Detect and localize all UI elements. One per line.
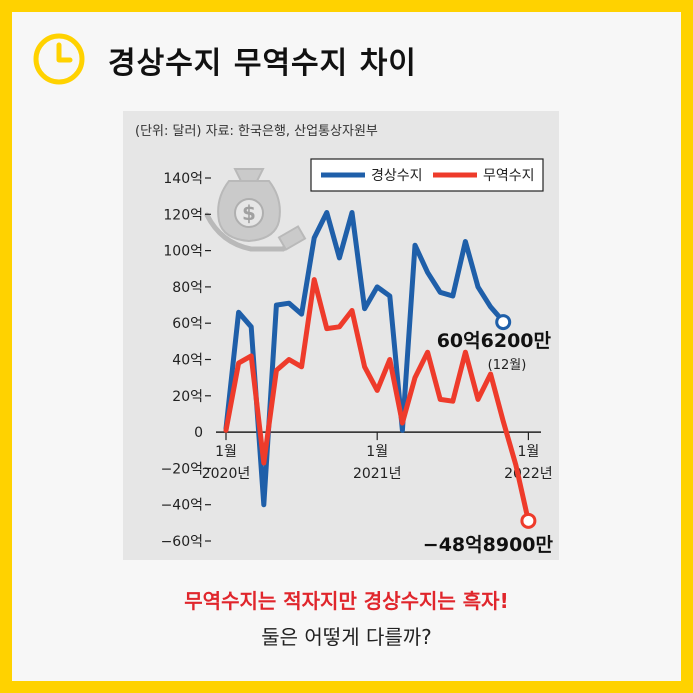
caption-headline: 무역수지는 적자지만 경상수지는 흑자! (184, 589, 509, 613)
data-point (477, 286, 479, 288)
y-tick-label: 60억 (172, 316, 203, 332)
data-point (401, 422, 403, 424)
data-point (263, 504, 265, 506)
data-point (338, 326, 340, 328)
data-point (351, 309, 353, 311)
series-layer (223, 210, 537, 529)
y-tick-label: 100억 (163, 244, 203, 260)
data-point (238, 362, 240, 364)
svg-text:$: $ (242, 201, 256, 225)
data-point (439, 398, 441, 400)
data-point (490, 306, 492, 308)
y-tick-label: 80억 (172, 280, 203, 296)
data-point (427, 351, 429, 353)
data-point (414, 377, 416, 379)
data-point (490, 373, 492, 375)
data-point (477, 398, 479, 400)
data-point (275, 369, 277, 371)
money-hand-icon: $ (204, 168, 307, 252)
data-point (338, 257, 340, 259)
annotation-sublabel: (12월) (488, 358, 527, 373)
data-point (376, 286, 378, 288)
y-tick-label: 0 (194, 425, 203, 441)
y-tick-label: −40억 (161, 498, 203, 514)
data-point (452, 400, 454, 402)
legend-label: 경상수지 (371, 168, 423, 184)
chart-note: (단위: 달러) 자료: 한국은행, 산업통상자원부 (135, 123, 378, 139)
data-point (439, 291, 441, 293)
legend-label: 무역수지 (483, 168, 535, 184)
data-point (389, 359, 391, 360)
y-tick-label: −60억 (161, 534, 203, 550)
y-tick-label: 120억 (163, 207, 203, 223)
caption-question: 둘은 어떻게 다를까? (261, 625, 432, 649)
data-point (427, 271, 429, 273)
data-point (376, 389, 378, 391)
data-point (364, 308, 366, 310)
data-point (452, 295, 454, 297)
data-point (389, 295, 391, 297)
x-tick-label: 1월 (366, 444, 388, 460)
y-tick-label: 140억 (163, 171, 203, 187)
x-tick-label: 2022년 (504, 466, 553, 482)
x-tick-label: 1월 (215, 444, 237, 460)
end-marker (520, 512, 537, 529)
chart-legend: 경상수지 무역수지 (310, 158, 544, 192)
data-point (275, 304, 277, 306)
data-point (225, 429, 227, 431)
data-point (250, 326, 252, 328)
x-tick-label: 1월 (518, 444, 540, 460)
data-point (301, 313, 303, 315)
data-point (313, 279, 315, 281)
data-point (414, 244, 416, 246)
data-point (301, 366, 303, 368)
y-tick-label: −20억 (161, 461, 203, 477)
data-point (502, 420, 504, 422)
annotation-label: −48억8900만 (423, 534, 554, 556)
data-point (464, 351, 466, 353)
data-point (326, 211, 328, 213)
annotation-label: 60억6200만 (437, 330, 552, 352)
page-title: 경상수지 무역수지 차이 (108, 46, 417, 81)
data-point (364, 366, 366, 368)
data-point (288, 359, 290, 360)
annotation-layer: 60억6200만 (12월) −48억8900만 (423, 330, 554, 556)
data-point (238, 311, 240, 313)
data-point (351, 211, 353, 213)
y-tick-label: 40억 (172, 353, 203, 369)
data-point (288, 302, 290, 304)
end-marker (495, 314, 512, 331)
x-tick-label: 2020년 (202, 466, 251, 482)
data-point (313, 237, 315, 239)
x-tick-label: 2021년 (353, 466, 402, 482)
data-point (464, 241, 466, 243)
data-point (250, 355, 252, 357)
line-chart: $ (단위: 달러) 자료: 한국은행, 산업통상자원부 140억 120억 100… (135, 123, 554, 556)
data-point (326, 328, 328, 330)
data-point (263, 462, 265, 464)
y-tick-label: 20억 (172, 389, 203, 405)
series-line-무역수지 (223, 277, 531, 524)
chart-panel: $ (단위: 달러) 자료: 한국은행, 산업통상자원부 140억 120억 100… (123, 111, 559, 560)
data-point (401, 429, 403, 431)
clock-icon (33, 33, 85, 85)
data-point (515, 464, 517, 466)
